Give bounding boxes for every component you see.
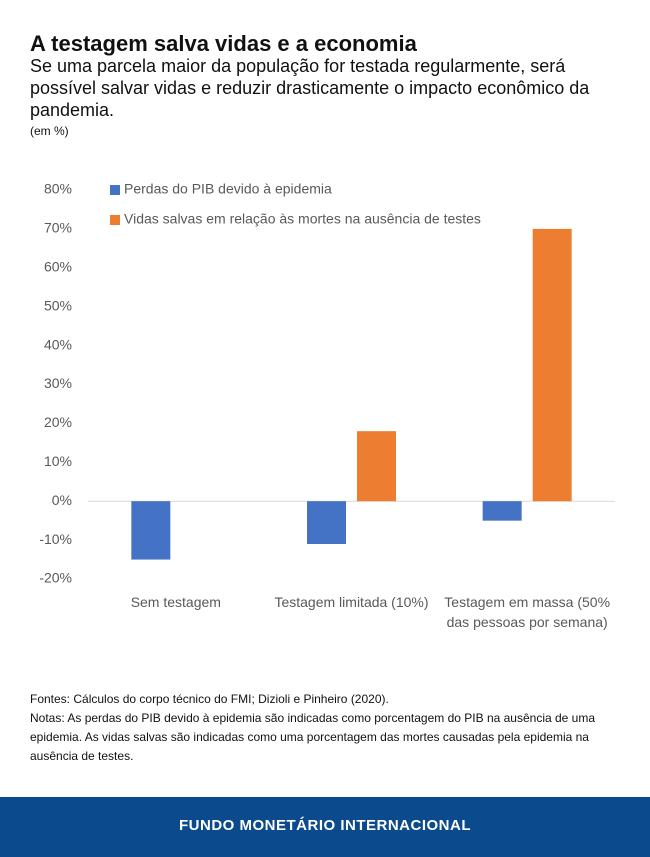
- bar: [307, 501, 346, 544]
- title: A testagem salva vidas e a economia: [30, 31, 417, 56]
- legend-label: Vidas salvas em relação às mortes na aus…: [124, 211, 481, 227]
- y-tick-label: 30%: [44, 375, 72, 391]
- y-tick-label: 10%: [44, 453, 72, 469]
- y-tick-label: 0%: [52, 492, 72, 508]
- unit-label: (em %): [30, 124, 69, 138]
- y-tick-label: -10%: [39, 531, 72, 547]
- legend-swatch: [110, 215, 120, 225]
- bar: [532, 228, 572, 502]
- x-tick-label: Sem testagem: [130, 594, 221, 610]
- bar: [482, 501, 522, 521]
- y-tick-label: 80%: [44, 181, 72, 197]
- y-tick-label: 50%: [44, 297, 72, 313]
- legend-swatch: [110, 185, 120, 195]
- notes: Notas: As perdas do PIB devido à epidemi…: [30, 711, 596, 763]
- bar: [131, 501, 171, 560]
- y-tick-label: 40%: [44, 336, 72, 352]
- bar: [357, 431, 396, 502]
- subtitle: Se uma parcela maior da população for te…: [30, 56, 590, 120]
- y-tick-label: 60%: [44, 259, 72, 275]
- legend-label: Perdas do PIB devido à epidemia: [124, 181, 332, 197]
- chart: -20% -10% 0% 10% 20% 30% 40% 50% 60% 70% 80% Perdas…: [39, 181, 615, 586]
- x-tick-label: Testagem em massa (50% das pessoas por s…: [444, 594, 611, 630]
- y-tick-label: 20%: [44, 414, 72, 430]
- x-tick-label: Testagem limitada (10%): [274, 594, 429, 610]
- y-tick-label: 70%: [44, 220, 72, 236]
- sources: Fontes: Cálculos do corpo técnico do FMI…: [30, 692, 389, 706]
- footer: FUNDO MONETÁRIO INTERNACIONAL: [0, 797, 650, 857]
- y-tick-label: -20%: [39, 570, 72, 586]
